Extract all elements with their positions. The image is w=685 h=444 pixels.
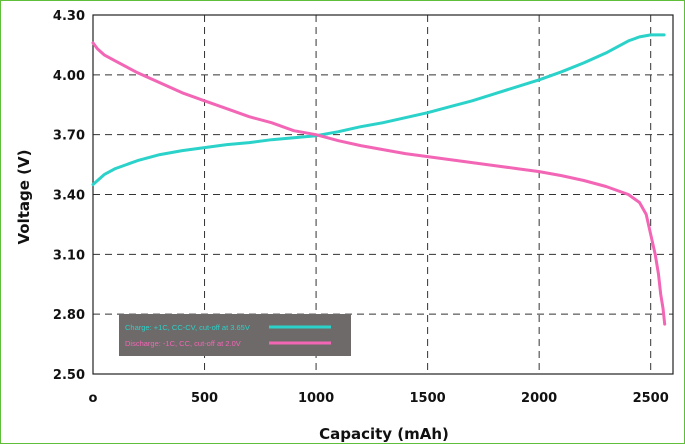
x-tick-label: 2000 <box>521 391 557 406</box>
charge-curve <box>91 33 666 186</box>
series-layer <box>91 33 667 326</box>
y-axis-title: Voltage (V) <box>15 150 33 245</box>
y-tick-label: 3.70 <box>53 129 85 144</box>
y-tick-label: 2.80 <box>53 308 85 323</box>
tick-labels: o 500 1000 1500 2000 2500 2.50 2.80 3.10 3.40 3.70… <box>53 9 669 406</box>
y-tick-label: 3.40 <box>53 189 85 204</box>
discharge-curve <box>91 41 667 326</box>
legend-box <box>119 314 351 356</box>
y-tick-label: 4.30 <box>53 9 85 24</box>
legend-label: Charge: +1C, CC-CV, cut-off at 3.65V <box>125 323 250 332</box>
plot-border <box>92 14 674 375</box>
y-tick-label: 3.10 <box>53 248 85 263</box>
x-tick-label: 1500 <box>410 391 446 406</box>
legend: Charge: +1C, CC-CV, cut-off at 3.65V Disc… <box>119 314 351 356</box>
x-tick-label: 2500 <box>633 391 669 406</box>
y-tick-label: 4.00 <box>53 69 85 84</box>
legend-label: Discharge: -1C, CC, cut-off at 2.0V <box>125 339 241 348</box>
y-tick-label: 2.50 <box>53 368 85 383</box>
x-tick-label: 500 <box>191 391 218 406</box>
x-tick-label: 1000 <box>298 391 334 406</box>
x-tick-label: o <box>89 391 98 406</box>
grid <box>93 15 673 374</box>
x-axis-title: Capacity (mAh) <box>319 425 449 443</box>
